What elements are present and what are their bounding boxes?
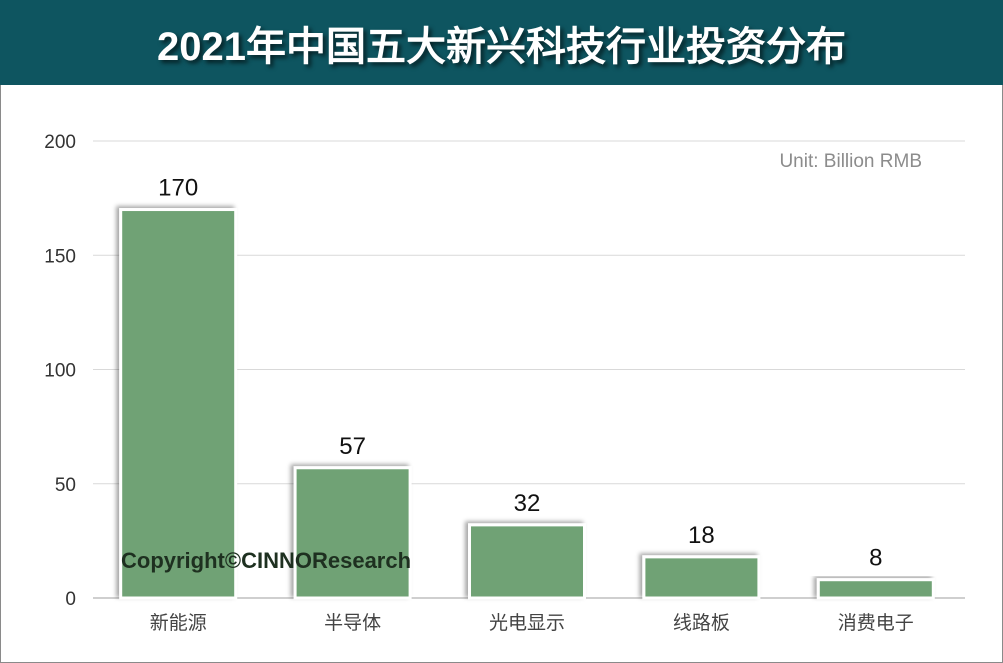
title-bar: 2021年中国五大新兴科技行业投资分布	[0, 0, 1003, 85]
x-category-label: 光电显示	[489, 612, 565, 634]
data-label: 32	[514, 490, 541, 517]
x-category-label: 新能源	[150, 612, 207, 634]
watermark: Copyright©CINNOResearch	[121, 548, 411, 573]
data-label: 18	[688, 522, 715, 549]
bar-光电显示	[468, 523, 586, 600]
unit-note: Unit: Billion RMB	[779, 151, 922, 172]
data-label: 170	[158, 175, 198, 202]
y-tick-label: 0	[65, 589, 76, 610]
y-tick-label: 50	[55, 475, 76, 496]
x-category-label: 线路板	[673, 612, 730, 634]
data-label: 8	[869, 545, 882, 572]
x-category-label: 消费电子	[838, 612, 914, 634]
y-tick-label: 200	[44, 132, 76, 153]
bar-消费电子	[816, 578, 935, 600]
data-label: 57	[339, 433, 366, 460]
x-category-label: 半导体	[324, 612, 381, 634]
y-tick-label: 100	[44, 361, 76, 382]
bar-线路板	[642, 555, 761, 600]
bar-新能源	[119, 208, 238, 600]
chart-title: 2021年中国五大新兴科技行业投资分布	[157, 24, 846, 69]
y-tick-label: 150	[44, 246, 76, 267]
bar-半导体	[293, 466, 412, 600]
